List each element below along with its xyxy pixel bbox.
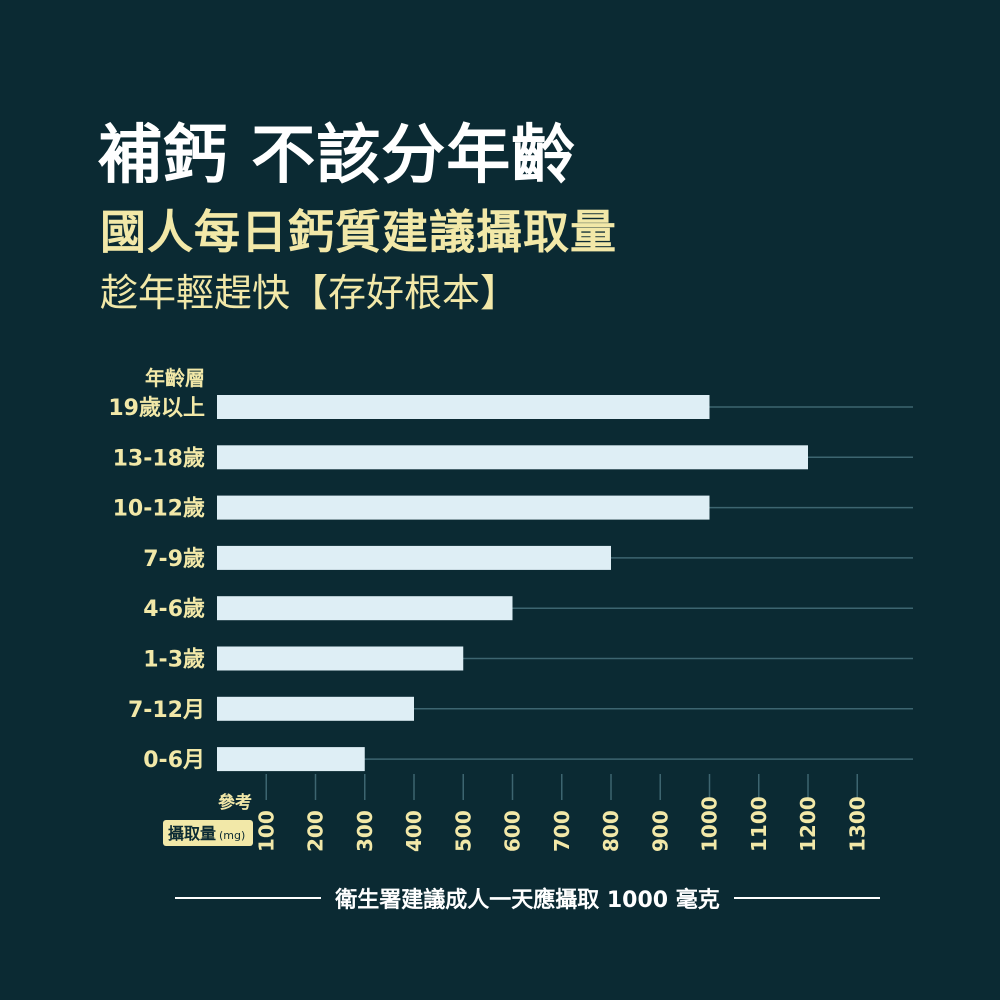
x-tick-label: 100 <box>254 810 278 852</box>
x-axis-unit-box <box>163 820 253 846</box>
bar <box>217 747 365 772</box>
page-subtitle: 國人每日鈣質建議攝取量 <box>100 205 617 259</box>
bar <box>217 696 414 721</box>
x-tick-label: 800 <box>599 810 623 852</box>
bar <box>217 495 710 520</box>
x-tick-label: 300 <box>353 810 377 852</box>
x-axis-title: 參考 <box>218 792 252 813</box>
footer-note-text: 衛生署建議成人一天應攝取 1000 毫克 <box>335 888 720 913</box>
footer-left-rule <box>175 897 322 899</box>
x-tick-label: 1000 <box>698 796 722 852</box>
x-tick-label: 1200 <box>796 796 820 852</box>
x-axis-unit-label: 攝取量 <box>168 824 216 843</box>
bar <box>217 445 808 470</box>
category-label: 4-6歲 <box>143 597 205 622</box>
bar <box>217 646 464 671</box>
category-label: 10-12歲 <box>113 497 205 522</box>
y-axis-title: 年齡層 <box>145 366 205 390</box>
x-tick-label: 900 <box>648 810 672 852</box>
x-tick-label: 600 <box>501 810 525 852</box>
category-label: 1-3歲 <box>143 648 205 673</box>
x-tick-label: 400 <box>402 810 426 852</box>
page-tagline: 趁年輕趕快【存好根本】 <box>100 271 519 315</box>
category-label: 19歲以上 <box>108 396 205 421</box>
category-label: 7-12月 <box>128 698 205 723</box>
bar <box>217 395 710 419</box>
category-label: 13-18歲 <box>113 446 205 471</box>
footer-right-rule <box>733 897 880 899</box>
x-axis-unit: (mg) <box>219 829 245 842</box>
x-tick-label: 700 <box>550 810 574 852</box>
bar <box>217 596 513 621</box>
category-label: 7-9歲 <box>143 547 205 572</box>
x-tick-label: 1300 <box>845 796 869 852</box>
bar <box>217 545 611 570</box>
page-title: 補鈣 不該分年齡 <box>98 119 577 193</box>
x-tick-label: 200 <box>304 810 328 852</box>
x-tick-label: 500 <box>451 810 475 852</box>
x-tick-label: 1100 <box>747 796 771 852</box>
footer-note: 衛生署建議成人一天應攝取 1000 毫克 <box>175 882 880 914</box>
category-label: 0-6月 <box>143 748 205 773</box>
